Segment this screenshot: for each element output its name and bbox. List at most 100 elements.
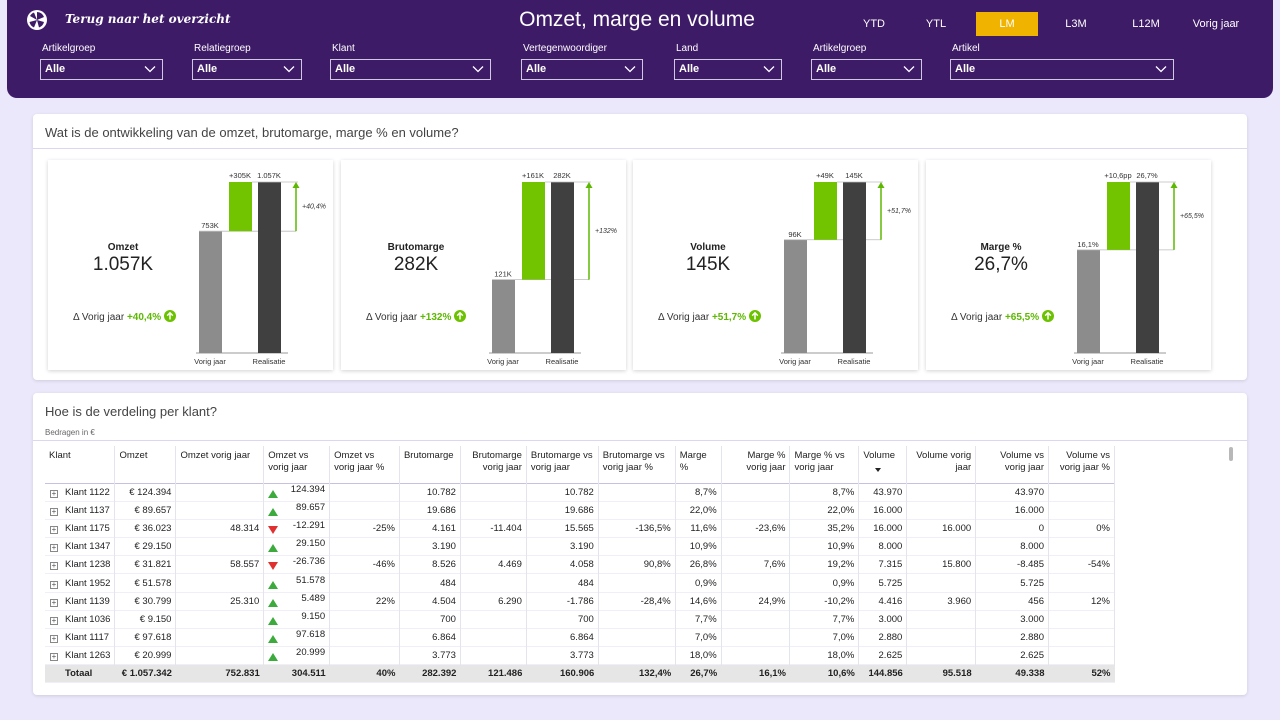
filter-label: Artikelgroep [42,43,96,54]
total-value: 121.486 [488,668,523,680]
table-cell-omzet-vs: -12.291 [263,519,331,538]
filter-dropdown[interactable]: Alle [192,59,302,80]
triangle-up-icon [268,544,279,553]
cell-value: Klant 1238 [65,559,111,571]
table-cell-marge-vj: -23,6% [721,519,791,538]
period-button-lm[interactable]: LM [976,12,1038,36]
column-header[interactable]: Omzet [114,446,177,483]
column-header[interactable]: Omzet vs vorig jaar [263,446,331,483]
filter-value: Alle [526,63,547,75]
table-row[interactable]: + Klant 1036 € 9.150 9.150 700 700 7,7% 7,7% 3.0… [45,610,1116,629]
table-section-divider [33,440,1247,441]
expand-plus-icon[interactable]: + [50,488,58,498]
table-cell-omzet-vj: 48.314 [175,519,265,538]
expand-plus-icon[interactable]: + [50,652,58,662]
cell-value: 3.000 [1020,613,1044,625]
table-cell-bm-vs-pct: -28,4% [598,592,676,611]
table-cell-omzet-vs-pct [329,537,400,556]
period-button-vorig-jaar[interactable]: Vorig jaar [1192,18,1240,30]
filter-dropdown[interactable]: Alle [950,59,1174,80]
period-button-l3m[interactable]: L3M [1065,18,1087,30]
period-button-ytl[interactable]: YTL [925,18,947,30]
column-header[interactable]: Brutomarge vs vorig jaar % [598,446,676,483]
kpi-name: Brutomarge [387,242,445,253]
total-value: 144.856 [868,668,903,680]
total-cell-vol-vj: 95.518 [906,664,976,683]
cell-value: 484 [440,577,456,589]
column-header[interactable]: Klant [45,446,116,483]
period-button-ytd[interactable]: YTD [863,18,885,30]
table-row[interactable]: + Klant 1263 € 20.999 20.999 3.773 3.773 18,0%… [45,646,1116,665]
table-cell-marge: 7,0% [675,628,722,647]
kpi-value: 282K [393,254,439,275]
label-growth-pct: +65,5% [1180,213,1204,220]
cell-value: Klant 1952 [65,577,111,589]
table-row[interactable]: + Klant 1139 € 30.799 25.310 5.489 22% 4.504 6.… [45,592,1116,611]
expand-plus-icon[interactable]: + [50,615,58,625]
filter-dropdown[interactable]: Alle [521,59,643,80]
table-row[interactable]: + Klant 1175 € 36.023 48.314 -12.291 -25% 4.16… [45,519,1116,538]
bar-delta [814,182,837,240]
table-row[interactable]: + Klant 1137 € 89.657 89.657 19.686 19.686 22,… [45,501,1116,520]
column-header[interactable]: Marge % [675,446,722,483]
triangle-up-icon [268,635,279,644]
expand-plus-icon[interactable]: + [50,524,58,534]
column-header[interactable]: Omzet vorig jaar [175,446,265,483]
triangle-up-icon [268,580,279,589]
total-value: 282.392 [422,668,457,680]
table-cell-bm-vs: -1.786 [526,592,599,611]
table-cell-omzet-vs-pct [329,483,400,502]
brand-logo-icon[interactable] [27,10,47,30]
filter-value: Alle [335,63,356,75]
kpi-delta-value: +132% [419,312,452,323]
filter-dropdown[interactable]: Alle [330,59,491,80]
table-row[interactable]: + Klant 1347 € 29.150 29.150 3.190 3.190 10,9%… [45,537,1116,556]
column-header[interactable]: Volume vorig jaar [906,446,977,483]
expand-plus-icon[interactable]: + [50,561,58,571]
filter-artikelgroep-5: Artikelgroep Alle [811,43,922,80]
table-cell-vol: 16.000 [858,519,908,538]
sort-descending-icon[interactable] [875,468,882,472]
column-header[interactable]: Volume vs vorig jaar % [1048,446,1116,483]
column-header[interactable]: Marge % vorig jaar [721,446,791,483]
table-row[interactable]: + Klant 1122 € 124.394 124.394 10.782 10.782 8… [45,483,1116,502]
table-cell-bm: 8.526 [399,555,461,574]
expand-plus-icon[interactable]: + [50,634,58,644]
table-cell-omzet-vj [175,646,265,665]
column-header[interactable]: Volume [858,446,908,483]
filter-dropdown[interactable]: Alle [40,59,163,80]
table-cell-bm-vs-pct [598,628,676,647]
expand-plus-icon[interactable]: + [50,543,58,553]
table-row[interactable]: + Klant 1952 € 51.578 51.578 484 484 0,9% 0,9% 5… [45,573,1116,593]
column-header[interactable]: Volume vs vorig jaar [975,446,1049,483]
label-delta: +305K [229,171,251,180]
table-cell-marge: 14,6% [675,592,722,611]
table-cell-marge: 11,6% [675,519,722,538]
table-row[interactable]: + Klant 1238 € 31.821 58.557 -26.736 -46% 8.52… [45,555,1116,574]
bar-realisation [843,182,866,353]
table-cell-vol-vs-pct: 12% [1048,592,1116,611]
table-cell-omzet-vj: 25.310 [175,592,265,611]
table-scrollbar[interactable] [1229,447,1233,461]
column-header[interactable]: Marge % vs vorig jaar [789,446,860,483]
table-row[interactable]: + Klant 1117 € 97.618 97.618 6.864 6.864 7,0% 7… [45,628,1116,647]
column-header[interactable]: Brutomarge [399,446,461,483]
expand-plus-icon[interactable]: + [50,597,58,607]
cell-value: 8.000 [878,541,903,553]
label-growth-pct: +40,4% [302,204,326,211]
expand-plus-icon[interactable]: + [50,579,58,589]
column-header[interactable]: Omzet vs vorig jaar % [329,446,400,483]
table-cell-marge: 26,8% [675,555,722,574]
back-to-overview-link[interactable]: Terug naar het overzicht [65,12,231,26]
filter-land-4: Land Alle [674,43,782,80]
expand-plus-icon[interactable]: + [50,506,58,516]
table-cell-vol-vs-pct [1048,483,1116,502]
axis-label-realisation: Realisatie [546,357,579,366]
filter-dropdown[interactable]: Alle [674,59,782,80]
filter-dropdown[interactable]: Alle [811,59,922,80]
column-header[interactable]: Brutomarge vorig jaar [460,446,527,483]
table-cell-vol-vj [906,610,977,629]
period-button-l12m[interactable]: L12M [1132,18,1160,30]
total-value: 304.511 [291,668,326,680]
column-header[interactable]: Brutomarge vs vorig jaar [526,446,599,483]
